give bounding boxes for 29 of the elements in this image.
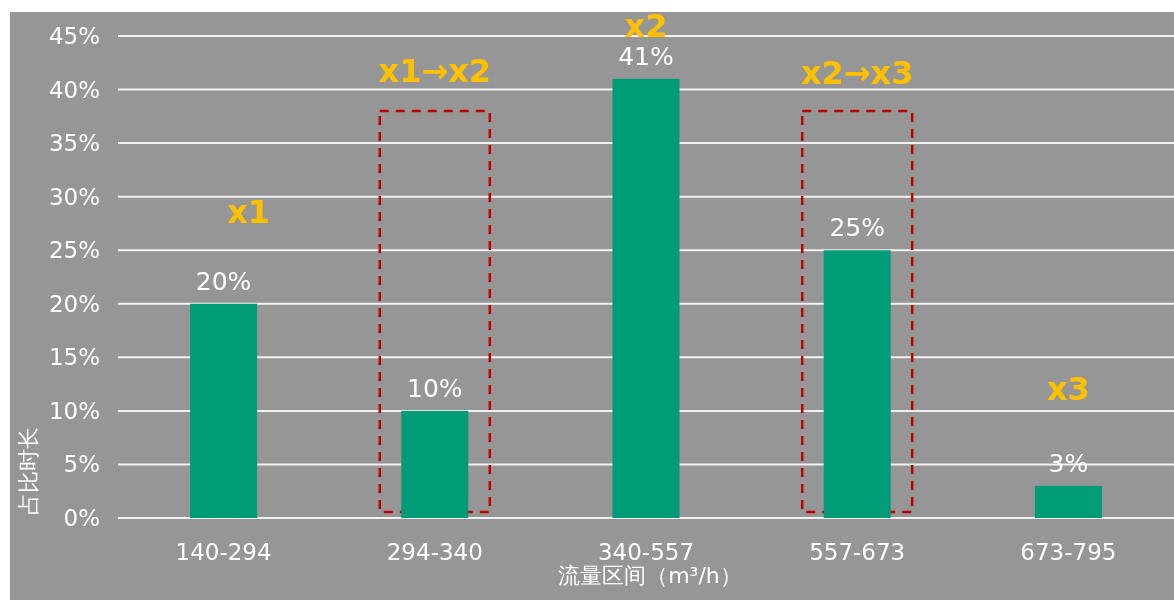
- bar: [1034, 485, 1102, 518]
- data-label: 25%: [829, 213, 885, 243]
- data-label: 10%: [407, 373, 463, 403]
- y-tick-label: 30%: [48, 183, 100, 210]
- bar: [612, 78, 680, 518]
- x-tick-label: 673-795: [1020, 539, 1117, 565]
- x-tick-label: 557-673: [809, 539, 906, 565]
- annotation: x3: [1046, 370, 1090, 408]
- y-tick-label: 40%: [48, 76, 100, 103]
- data-label: 20%: [195, 266, 252, 296]
- annotation: x1→x2: [378, 52, 492, 90]
- x-tick-label: 140-294: [175, 539, 272, 565]
- y-tick-label: 0%: [63, 505, 100, 531]
- y-tick-label: 35%: [48, 130, 100, 157]
- bar: [823, 250, 891, 518]
- y-tick-label: 10%: [48, 397, 100, 424]
- y-tick-label: 45%: [48, 23, 100, 49]
- y-tick-label: 20%: [48, 290, 100, 317]
- x-tick-label: 340-557: [597, 539, 695, 565]
- y-tick-label: 5%: [63, 451, 100, 478]
- y-tick-label: 15%: [48, 344, 100, 371]
- bar: [401, 410, 469, 518]
- y-tick-label: 25%: [48, 237, 100, 264]
- y-axis-title: 占比时长: [16, 427, 41, 515]
- x-tick-label: 294-340: [386, 539, 483, 565]
- annotation: x2→x3: [800, 54, 914, 92]
- x-axis-title: 流量区间（m³/h）: [558, 563, 742, 588]
- bar: [190, 303, 258, 518]
- annotation: x1: [227, 193, 271, 231]
